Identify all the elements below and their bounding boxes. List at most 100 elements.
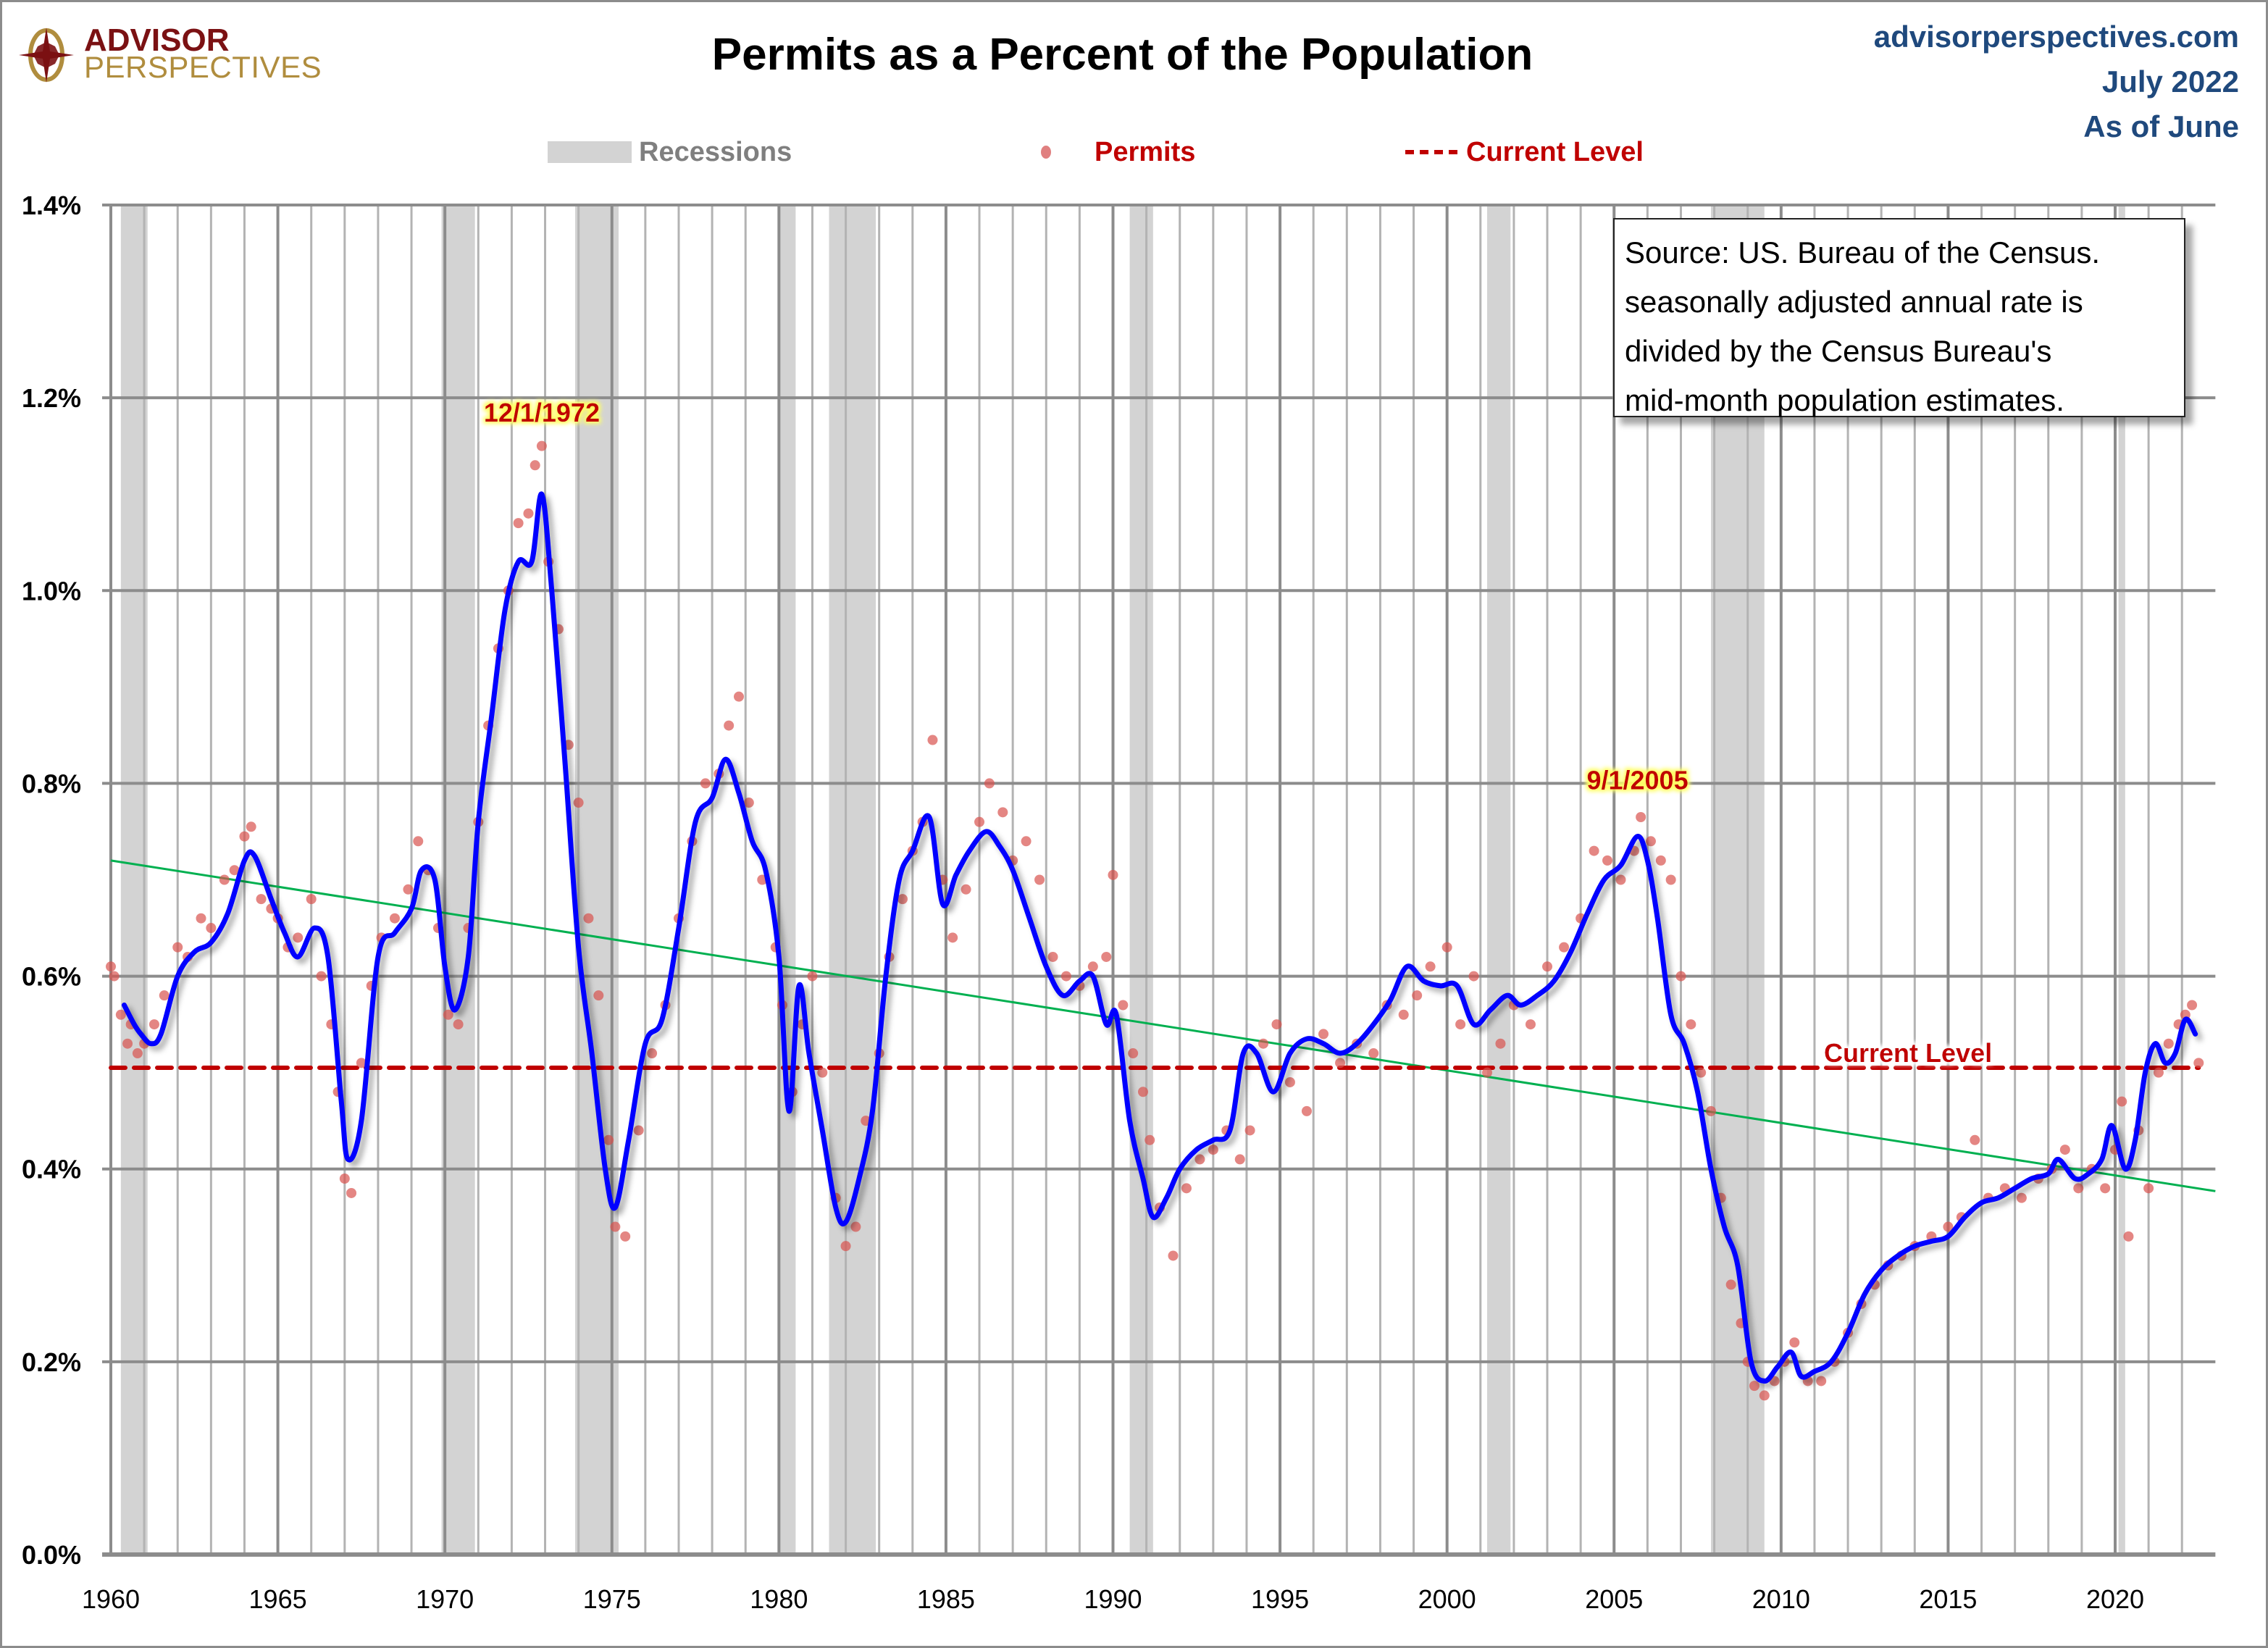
advisor-perspectives-logo: ADVISOR PERSPECTIVES	[17, 25, 322, 84]
permits-point	[2193, 1058, 2204, 1068]
permits-point	[1749, 1381, 1759, 1392]
source-line-3: divided by the Census Bureau's	[1625, 334, 2052, 368]
x-tick-label: 1985	[917, 1584, 975, 1614]
permits-point	[733, 691, 744, 702]
permits-point	[647, 1048, 658, 1059]
source-line-2: seasonally adjusted annual rate is	[1625, 285, 2083, 319]
permits-point	[1138, 1087, 1149, 1097]
permits-point	[346, 1187, 357, 1198]
permits-point	[1034, 874, 1045, 885]
permits-point	[1047, 951, 1058, 962]
permits-point	[159, 990, 170, 1001]
permits-point	[1318, 1029, 1329, 1040]
recession-band	[1129, 205, 1153, 1555]
permits-point	[1194, 1154, 1205, 1165]
permits-point	[1725, 1279, 1736, 1290]
permits-point	[1615, 874, 1626, 885]
recession-band	[120, 205, 148, 1555]
permits-point	[106, 961, 116, 972]
permits-point	[1468, 971, 1479, 982]
permits-point	[1525, 1019, 1536, 1030]
permits-point	[1087, 961, 1098, 972]
permits-point	[700, 778, 711, 789]
permits-point	[1943, 1221, 1954, 1232]
legend-item-permits: Permits	[1041, 130, 1195, 174]
permits-point	[196, 913, 206, 924]
permits-point	[1602, 855, 1613, 866]
permits-point	[610, 1221, 621, 1232]
compass-star-icon	[19, 28, 74, 83]
permits-point	[2100, 1183, 2111, 1194]
source-line-1: Source: US. Bureau of the Census.	[1625, 235, 2101, 269]
header-meta: advisorperspectives.com July 2022 As of …	[1874, 14, 2239, 149]
permits-point	[109, 971, 120, 982]
permits-point	[1128, 1048, 1139, 1059]
permits-point	[1060, 971, 1071, 982]
x-tick-label: 1980	[750, 1584, 808, 1614]
chart-title-wrap: Permits as a Percent of the Population	[0, 29, 2268, 80]
recession-swatch-icon	[548, 141, 632, 163]
source-note-box: Source: US. Bureau of the Census. season…	[1613, 218, 2185, 417]
smoothed-line	[121, 491, 2198, 1384]
recession-band	[779, 205, 796, 1555]
permits-point	[132, 1048, 143, 1059]
permits-point	[603, 1134, 614, 1145]
permits-point	[1412, 990, 1423, 1001]
permits-scatter	[106, 440, 2204, 1401]
permits-point	[316, 971, 327, 982]
permits-point	[927, 735, 938, 745]
permits-point	[2073, 1183, 2084, 1194]
permits-point	[148, 1019, 159, 1030]
permits-point	[239, 831, 250, 842]
permits-point	[2153, 1067, 2164, 1078]
annotations: 12/1/1972 9/1/2005	[484, 398, 1689, 795]
recession-band	[2118, 205, 2125, 1555]
permits-point	[229, 865, 240, 876]
axes: 0.0% 0.2% 0.4% 0.6% 0.8% 1.0% 1.2% 1.4% 1960 1965…	[22, 191, 2144, 1614]
permits-point	[1145, 1134, 1155, 1145]
y-tick-label: 0.2%	[22, 1347, 81, 1377]
permits-point	[1542, 961, 1553, 972]
legend-item-current-level: Current Level	[1405, 130, 1644, 174]
y-tick-label: 0.0%	[22, 1540, 81, 1570]
permits-point	[974, 816, 985, 827]
permits-point	[536, 440, 547, 451]
x-tick-label: 1970	[416, 1584, 474, 1614]
current-level-label: Current Level	[1824, 1038, 1992, 1068]
x-tick-label: 1960	[82, 1584, 140, 1614]
permits-point	[1495, 1038, 1506, 1049]
permits-point	[443, 1009, 453, 1020]
recession-band	[1710, 205, 1765, 1555]
permits-point	[246, 821, 256, 832]
logo-line2: PERSPECTIVES	[84, 50, 322, 84]
source-line-4: mid-month population estimates.	[1625, 383, 2064, 417]
permits-point	[1284, 1076, 1295, 1087]
x-tick-label: 2010	[1752, 1584, 1810, 1614]
permits-point	[356, 1058, 367, 1068]
permits-point	[206, 923, 217, 934]
permits-point	[1816, 1376, 1827, 1386]
permits-point	[1482, 1067, 1493, 1078]
legend-label-recessions: Recessions	[639, 136, 792, 167]
legend-label-current-level: Current Level	[1466, 136, 1644, 167]
permits-point	[1705, 1105, 1716, 1116]
y-tick-label: 0.6%	[22, 962, 81, 992]
publish-date: July 2022	[2101, 64, 2239, 99]
permits-point	[1101, 951, 1112, 962]
permits-point	[1441, 942, 1452, 953]
permits-point	[403, 884, 414, 895]
legend: Recessions Permits Current Level	[0, 130, 2268, 174]
permits-point	[961, 884, 971, 895]
as-of-date: As of June	[2083, 109, 2239, 143]
permits-point	[530, 460, 540, 471]
permits-point	[633, 1125, 644, 1136]
permits-point	[2163, 1038, 2174, 1049]
permits-point	[1368, 1048, 1379, 1059]
x-tick-label: 2005	[1585, 1584, 1643, 1614]
x-tick-label: 1975	[583, 1584, 641, 1614]
permits-point	[1234, 1154, 1245, 1165]
permits-point	[1118, 1000, 1129, 1011]
y-tick-label: 1.0%	[22, 576, 81, 606]
permits-point	[1301, 1105, 1312, 1116]
